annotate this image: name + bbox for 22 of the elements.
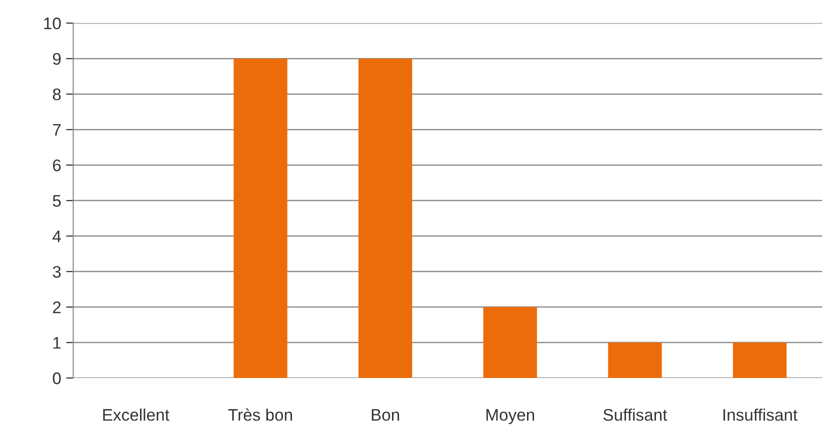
x-tick-label: Insuffisant	[723, 408, 798, 421]
x-tick-label: Moyen	[486, 409, 534, 424]
x-tick-label: Suffisant	[603, 408, 668, 421]
y-tick-label: 6	[53, 159, 61, 172]
bar	[234, 58, 288, 378]
y-tick-label: 1	[53, 337, 61, 349]
y-tick-label: 8	[52, 88, 61, 100]
y-tick-label: 4	[52, 230, 61, 242]
y-tick-label: 3	[52, 266, 61, 278]
y-tick-label: 10	[44, 18, 61, 30]
bar	[732, 342, 787, 378]
bar	[483, 307, 537, 378]
x-tick-label: Bon	[372, 409, 400, 421]
y-tick-label: 9	[52, 53, 61, 65]
bar	[608, 342, 662, 378]
x-tick-label: Excellent	[103, 408, 170, 421]
y-tick-label: 5	[52, 195, 61, 207]
y-tick-label: 7	[53, 124, 61, 136]
y-tick-label: 2	[53, 301, 61, 314]
bar	[358, 58, 412, 378]
x-tick-label: Très bon	[228, 408, 292, 421]
y-tick-label: 0	[52, 372, 61, 384]
